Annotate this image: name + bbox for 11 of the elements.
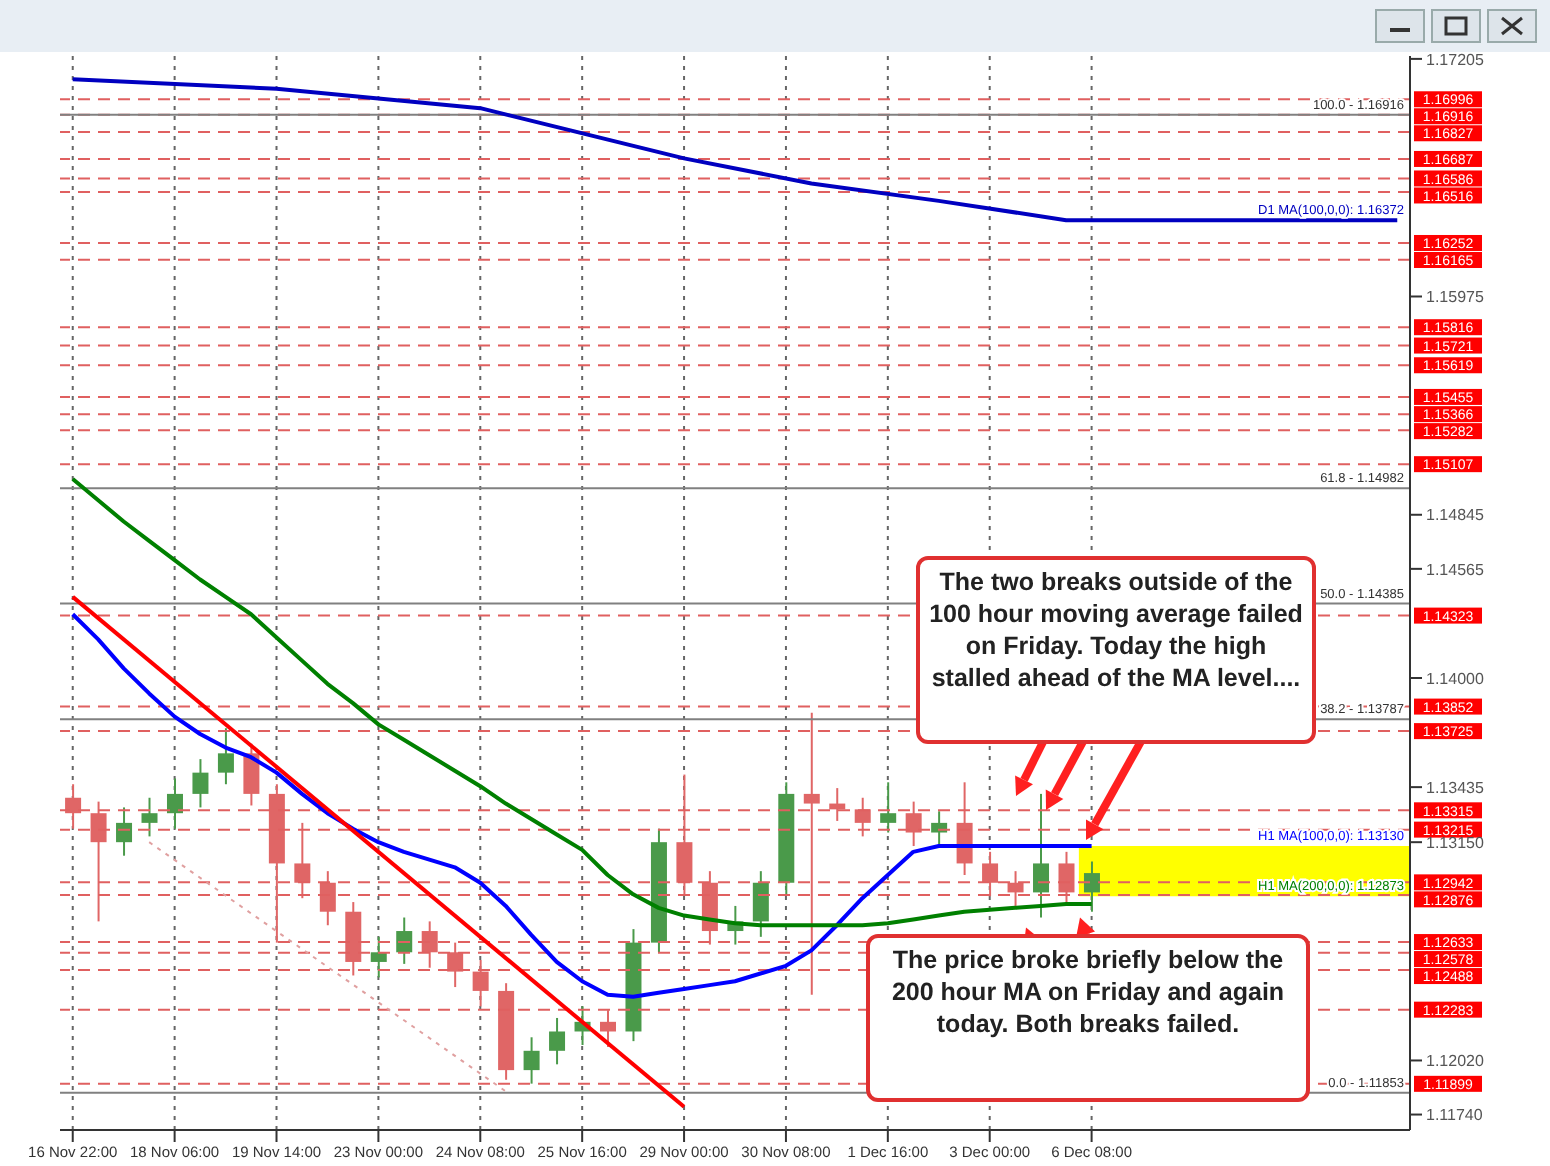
y-tick-label: 1.13150 <box>1426 833 1485 852</box>
y-tick-label: 1.13435 <box>1426 778 1485 797</box>
annotation: The price broke briefly below the 200 hour MA on Friday and again today. Both breaks failed. <box>889 944 1287 1040</box>
y-tick-label: 1.14565 <box>1426 560 1485 579</box>
annotation: The two breaks outside of the 100 hour moving average failed on Friday. Today the high stalled ahead of the MA level.... <box>928 566 1304 694</box>
y-tick-label: 1.12020 <box>1426 1052 1485 1071</box>
y-tick-label: 1.11740 <box>1426 1106 1484 1125</box>
y-tick-label: 1.17205 <box>1426 50 1485 69</box>
y-tick-label: 1.14845 <box>1426 506 1485 525</box>
y-tick-label: 1.14000 <box>1426 669 1485 688</box>
y-tick-label: 1.15975 <box>1426 288 1485 307</box>
